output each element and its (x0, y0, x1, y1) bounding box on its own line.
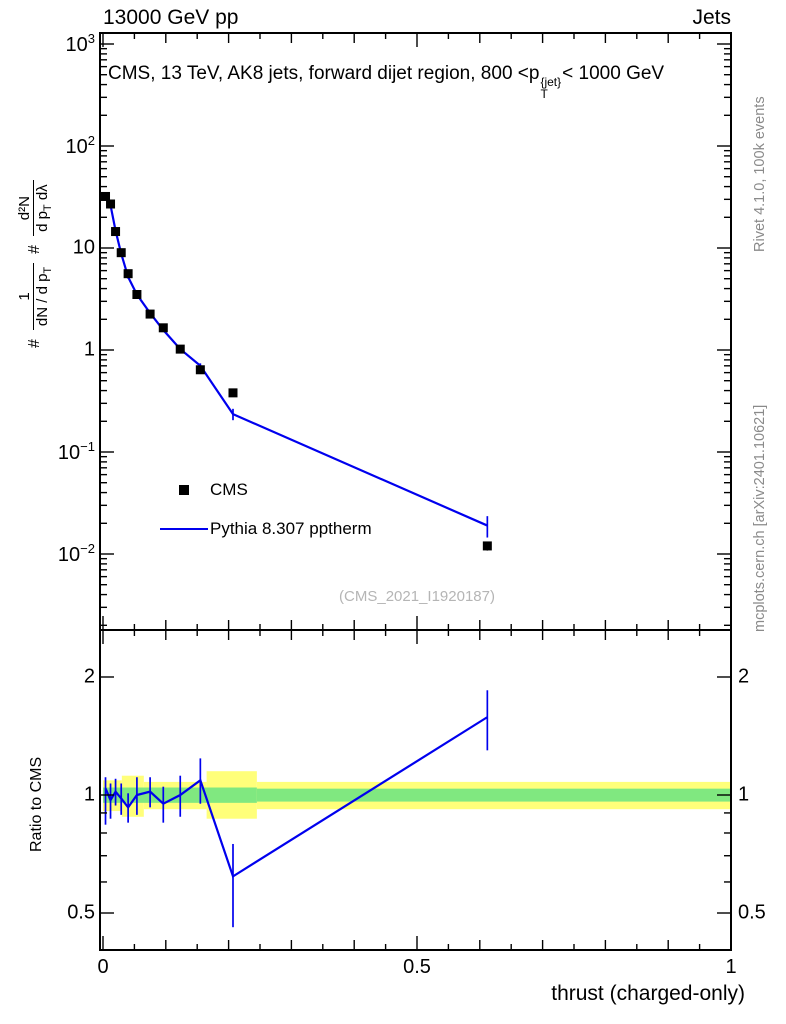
analysis-group-label: Jets (692, 6, 731, 29)
syst-band-green (256, 788, 731, 802)
legend-cms-label: CMS (210, 479, 248, 499)
ratio-y-tick-label-right: 1 (738, 783, 750, 806)
x-tick-label: 0 (97, 956, 109, 978)
pythia-ratio-curve (104, 716, 488, 879)
main-y-tick-label: 10−1 (57, 439, 95, 464)
cms-data-point (482, 541, 492, 551)
ratio-y-axis-label: Ratio to CMS (28, 756, 45, 852)
cms-data-point (111, 227, 121, 237)
plot-title-text: CMS, 13 TeV, AK8 jets, forward dijet reg… (108, 63, 540, 84)
legend-row-pythia: Pythia 8.307 pptherm (158, 509, 372, 548)
cms-data-point (145, 309, 155, 319)
ratio-y-tick-label-right: 0.5 (738, 901, 766, 924)
ylabel-fraction-1: 1 dN / d pT (16, 262, 55, 331)
x-axis-label: thrust (charged-only) (551, 982, 745, 1005)
cms-data-point (195, 365, 205, 375)
cms-data-point (101, 191, 111, 201)
ylabel-hash-2: # (26, 244, 44, 254)
ylabel-hash-1: # (26, 339, 44, 348)
pythia-line-marker-icon (160, 527, 208, 530)
ratio-y-tick-label-right: 2 (738, 665, 750, 688)
cms-data-point (132, 290, 142, 300)
x-tick-label: 1 (725, 956, 737, 978)
main-y-tick-label: 1 (83, 338, 95, 361)
main-y-tick-label: 10 (72, 236, 95, 259)
analysis-id-watermark: (CMS_2021_I1920187) (339, 588, 495, 605)
main-y-tick-label: 10−2 (57, 541, 95, 566)
ratio-y-tick-label-left: 2 (83, 665, 95, 688)
ratio-panel-frame (99, 629, 732, 951)
main-y-tick-label: 102 (65, 133, 95, 158)
plot-title-suffix: < 1000 GeV (562, 63, 665, 84)
rivet-version-note: Rivet 4.1.0, 100k events (752, 96, 768, 252)
cms-square-marker-icon (179, 484, 189, 495)
pythia-main-curve (104, 194, 488, 527)
legend-row-cms: CMS (158, 470, 372, 509)
main-y-axis-label: # 1 dN / d pT # d²N d pT dλ (16, 180, 55, 348)
pt-jet-supsub: {jet} T (540, 75, 562, 101)
cms-data-point (106, 199, 116, 209)
ylabel-fraction-2: d²N d pT dλ (16, 180, 55, 236)
cms-data-point (116, 248, 126, 258)
ratio-y-tick-label-left: 0.5 (67, 901, 95, 924)
beam-energy-label: 13000 GeV pp (103, 6, 239, 29)
x-tick-label: 0.5 (403, 956, 431, 978)
cms-data-point (228, 388, 238, 398)
main-y-tick-label: 103 (65, 31, 95, 56)
cms-data-point (175, 344, 185, 354)
legend: CMS Pythia 8.307 pptherm (158, 470, 372, 548)
legend-pythia-label: Pythia 8.307 pptherm (210, 518, 372, 538)
cms-data-point (158, 323, 168, 333)
ratio-y-tick-label-left: 1 (83, 783, 95, 806)
plot-title: CMS, 13 TeV, AK8 jets, forward dijet reg… (108, 63, 664, 100)
cms-data-point (123, 269, 133, 279)
mcplots-arxiv-note: mcplots.cern.ch [arXiv:2401.10621] (752, 404, 768, 632)
